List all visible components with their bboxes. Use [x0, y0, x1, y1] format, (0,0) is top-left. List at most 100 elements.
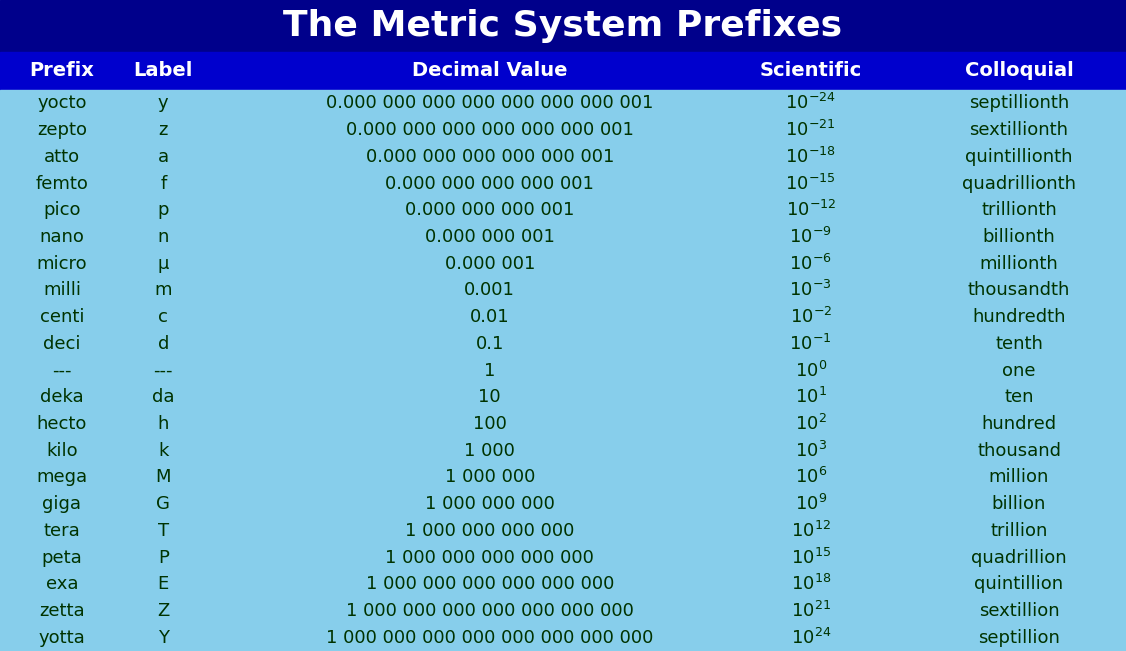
- Text: n: n: [158, 228, 169, 246]
- Text: $10^{21}$: $10^{21}$: [790, 601, 831, 621]
- Text: $10^{6}$: $10^{6}$: [795, 467, 826, 488]
- Text: tenth: tenth: [995, 335, 1043, 353]
- Text: k: k: [158, 441, 169, 460]
- Text: billion: billion: [992, 495, 1046, 513]
- Text: P: P: [158, 549, 169, 566]
- Text: M: M: [155, 468, 171, 486]
- Bar: [0, 304, 1126, 331]
- Text: $10^{9}$: $10^{9}$: [795, 494, 826, 514]
- Text: T: T: [158, 522, 169, 540]
- Text: Z: Z: [158, 602, 169, 620]
- Text: μ: μ: [158, 255, 169, 273]
- Text: thousand: thousand: [977, 441, 1061, 460]
- Text: 1 000 000 000 000: 1 000 000 000 000: [405, 522, 574, 540]
- Text: $10^{0}$: $10^{0}$: [795, 361, 826, 381]
- Text: quintillionth: quintillionth: [965, 148, 1073, 166]
- Bar: [0, 277, 1126, 304]
- Text: pico: pico: [43, 201, 81, 219]
- Text: ---: ---: [52, 361, 72, 380]
- Text: quadrillionth: quadrillionth: [962, 174, 1076, 193]
- Text: $10^{-12}$: $10^{-12}$: [786, 200, 835, 220]
- Text: 1 000 000: 1 000 000: [445, 468, 535, 486]
- Text: $10^{1}$: $10^{1}$: [795, 387, 826, 408]
- Text: thousandth: thousandth: [968, 281, 1070, 299]
- Text: 1 000 000 000 000 000 000 000: 1 000 000 000 000 000 000 000: [346, 602, 634, 620]
- Text: y: y: [158, 94, 169, 113]
- Text: 0.000 000 000 000 001: 0.000 000 000 000 001: [385, 174, 595, 193]
- Text: $10^{-21}$: $10^{-21}$: [786, 120, 835, 140]
- Bar: [0, 384, 1126, 411]
- Text: 1: 1: [484, 361, 495, 380]
- Text: 0.1: 0.1: [475, 335, 504, 353]
- Text: milli: milli: [43, 281, 81, 299]
- Bar: [0, 170, 1126, 197]
- Text: centi: centi: [39, 308, 84, 326]
- Text: 1 000 000 000 000 000 000: 1 000 000 000 000 000 000: [366, 575, 614, 593]
- Text: The Metric System Prefixes: The Metric System Prefixes: [284, 9, 842, 43]
- Text: nano: nano: [39, 228, 84, 246]
- Bar: [0, 518, 1126, 544]
- Text: $10^{-6}$: $10^{-6}$: [789, 254, 832, 273]
- Text: giga: giga: [43, 495, 81, 513]
- Bar: [0, 331, 1126, 357]
- Text: d: d: [158, 335, 169, 353]
- Text: m: m: [154, 281, 172, 299]
- Text: $10^{-18}$: $10^{-18}$: [785, 146, 837, 167]
- Text: z: z: [159, 121, 168, 139]
- Bar: [0, 571, 1126, 598]
- Text: $10^{3}$: $10^{3}$: [795, 441, 826, 461]
- Text: mega: mega: [36, 468, 88, 486]
- Text: 0.000 000 000 000 000 000 000 001: 0.000 000 000 000 000 000 000 001: [327, 94, 653, 113]
- Text: Prefix: Prefix: [29, 61, 95, 81]
- Bar: [0, 143, 1126, 170]
- Text: 0.000 000 000 000 000 000 001: 0.000 000 000 000 000 000 001: [346, 121, 634, 139]
- Text: a: a: [158, 148, 169, 166]
- Bar: [0, 357, 1126, 384]
- Text: c: c: [159, 308, 168, 326]
- Text: hundredth: hundredth: [972, 308, 1066, 326]
- Text: 0.000 000 000 001: 0.000 000 000 001: [405, 201, 574, 219]
- Text: zetta: zetta: [39, 602, 84, 620]
- Text: ten: ten: [1004, 388, 1034, 406]
- Text: 1 000 000 000: 1 000 000 000: [425, 495, 555, 513]
- Text: 10: 10: [479, 388, 501, 406]
- Bar: [0, 223, 1126, 250]
- Text: million: million: [989, 468, 1049, 486]
- Text: billionth: billionth: [983, 228, 1055, 246]
- Text: ---: ---: [153, 361, 173, 380]
- Text: quintillion: quintillion: [974, 575, 1064, 593]
- Text: Label: Label: [134, 61, 193, 81]
- Text: trillion: trillion: [991, 522, 1047, 540]
- Text: $10^{-1}$: $10^{-1}$: [789, 334, 832, 354]
- Text: Scientific: Scientific: [760, 61, 861, 81]
- Bar: [0, 437, 1126, 464]
- Bar: [0, 250, 1126, 277]
- Text: $10^{-24}$: $10^{-24}$: [785, 93, 837, 113]
- Text: f: f: [160, 174, 167, 193]
- Text: 0.000 000 000 000 000 001: 0.000 000 000 000 000 001: [366, 148, 614, 166]
- Text: sextillionth: sextillionth: [969, 121, 1069, 139]
- Text: 1 000: 1 000: [464, 441, 516, 460]
- Text: $10^{2}$: $10^{2}$: [795, 414, 826, 434]
- Text: micro: micro: [37, 255, 87, 273]
- Bar: [0, 411, 1126, 437]
- Text: tera: tera: [44, 522, 80, 540]
- Text: yotta: yotta: [38, 629, 86, 646]
- Bar: [0, 197, 1126, 223]
- Text: $10^{-15}$: $10^{-15}$: [786, 173, 835, 193]
- Text: 100: 100: [473, 415, 507, 433]
- Text: peta: peta: [42, 549, 82, 566]
- Text: 0.000 000 001: 0.000 000 001: [425, 228, 555, 246]
- Bar: [0, 598, 1126, 624]
- Text: G: G: [157, 495, 170, 513]
- Text: Colloquial: Colloquial: [965, 61, 1073, 81]
- Text: septillionth: septillionth: [968, 94, 1070, 113]
- Text: hundred: hundred: [982, 415, 1056, 433]
- Text: 0.01: 0.01: [470, 308, 510, 326]
- Text: yocto: yocto: [37, 94, 87, 113]
- Text: deci: deci: [43, 335, 81, 353]
- Text: kilo: kilo: [46, 441, 78, 460]
- Bar: [0, 624, 1126, 651]
- Text: E: E: [158, 575, 169, 593]
- Text: $10^{-3}$: $10^{-3}$: [789, 281, 832, 300]
